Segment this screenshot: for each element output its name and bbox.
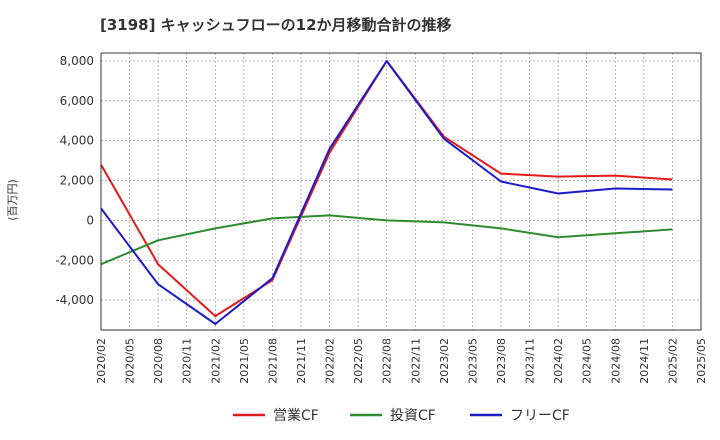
- x-tick-label: 2024/11: [638, 338, 651, 384]
- series-lines: [100, 60, 673, 325]
- x-tick-label: 2025/02: [666, 338, 679, 384]
- y-tick-label: 4,000: [60, 134, 94, 148]
- x-tick-label: 2023/05: [466, 338, 479, 384]
- x-tick-label: 2021/11: [295, 338, 308, 384]
- x-tick-label: 2024/05: [581, 338, 594, 384]
- y-tick-label: 6,000: [60, 94, 94, 108]
- y-tick-label: -2,000: [55, 253, 94, 267]
- x-tick-label: 2020/11: [181, 338, 194, 384]
- legend: 営業CF 投資CF フリーCF: [233, 408, 570, 424]
- x-tick-label: 2022/11: [409, 338, 422, 384]
- x-tick-label: 2024/02: [552, 338, 565, 384]
- legend-label: 営業CF: [273, 408, 319, 424]
- x-tick-label: 2021/05: [238, 338, 251, 384]
- x-tick-label: 2021/08: [266, 338, 279, 384]
- y-tick-label: -4,000: [55, 293, 94, 307]
- x-tick-label: 2024/08: [609, 338, 622, 384]
- plot-frame: [100, 52, 702, 331]
- x-tick-label: 2020/08: [152, 338, 165, 384]
- grid: [100, 53, 702, 330]
- chart-title: [3198] キャッシュフローの12か月移動合計の推移: [100, 16, 452, 34]
- y-axis-label: (百万円): [6, 179, 19, 221]
- y-tick-label: 8,000: [60, 54, 94, 68]
- x-tick-label: 2022/08: [381, 338, 394, 384]
- legend-label: フリーCF: [510, 408, 570, 424]
- x-tick-label: 2020/02: [95, 338, 108, 384]
- x-tick-label: 2025/05: [695, 338, 708, 384]
- series-line: [100, 60, 673, 325]
- series-line: [100, 214, 673, 266]
- y-tick-label: 0: [86, 213, 94, 227]
- x-tick-label: 2020/05: [124, 338, 137, 384]
- x-tick-label: 2022/05: [352, 338, 365, 384]
- x-tick-label: 2022/02: [324, 338, 337, 384]
- x-tick-label: 2023/02: [438, 338, 451, 384]
- x-axis: 2020/02 2020/05 2020/08 2020/11 2021/02 2021/…: [95, 338, 708, 384]
- y-tick-label: 2,000: [60, 174, 94, 188]
- x-tick-label: 2023/11: [524, 338, 537, 384]
- legend-label: 投資CF: [390, 408, 436, 424]
- x-tick-label: 2021/02: [209, 338, 222, 384]
- y-axis: -4,000 -2,000 0 2,000 4,000 6,000 8,000: [55, 54, 94, 307]
- x-tick-label: 2023/08: [495, 338, 508, 384]
